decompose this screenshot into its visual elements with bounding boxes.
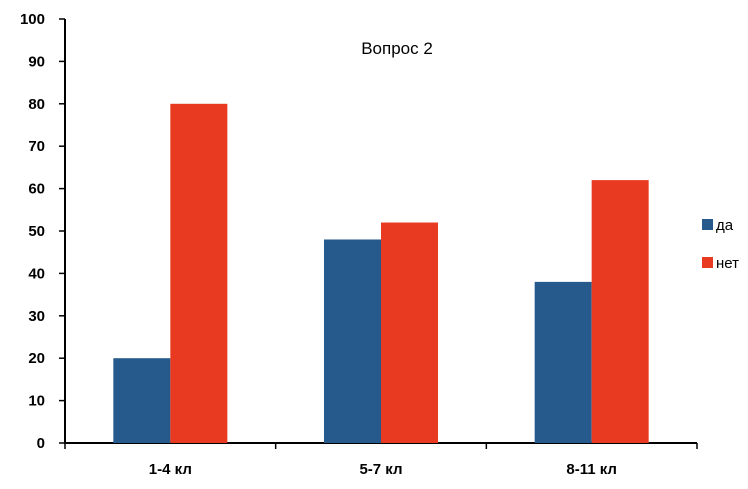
bar-нет-0: [170, 103, 228, 444]
bar-да-2: [534, 281, 592, 443]
legend-label: да: [716, 217, 734, 234]
bar-да-1: [324, 239, 381, 443]
x-category-label: 1-4 кл: [149, 461, 192, 478]
chart-title: Вопрос 2: [361, 39, 433, 58]
x-category-label: 5-7 кл: [359, 461, 402, 478]
y-tick-label: 30: [28, 308, 45, 325]
x-axis: [64, 442, 698, 449]
y-tick-label: 50: [28, 223, 45, 240]
bars: [113, 103, 649, 444]
y-tick-label: 10: [28, 393, 45, 410]
legend: да нет: [702, 217, 739, 272]
legend-swatch: [702, 257, 713, 268]
y-tick-label: 60: [28, 181, 45, 198]
y-tick-label: 100: [20, 11, 45, 28]
bar-нет-1: [381, 222, 438, 443]
y-tick-label: 80: [28, 96, 45, 113]
bar-нет-2: [591, 180, 649, 443]
y-tick-label: 90: [28, 53, 45, 70]
legend-label: нет: [716, 255, 739, 272]
y-tick-label: 40: [28, 265, 45, 282]
y-axis: 0 10 20 30 40 50 60 70 80 90 100: [20, 11, 66, 452]
y-tick-label: 20: [28, 350, 45, 367]
y-tick-label: 0: [37, 435, 45, 452]
y-tick-label: 70: [28, 138, 45, 155]
category-labels: 1-4 кл 5-7 кл 8-11 кл: [149, 461, 617, 478]
legend-swatch: [702, 219, 713, 230]
bar-да-0: [113, 358, 171, 443]
x-category-label: 8-11 кл: [566, 461, 617, 478]
